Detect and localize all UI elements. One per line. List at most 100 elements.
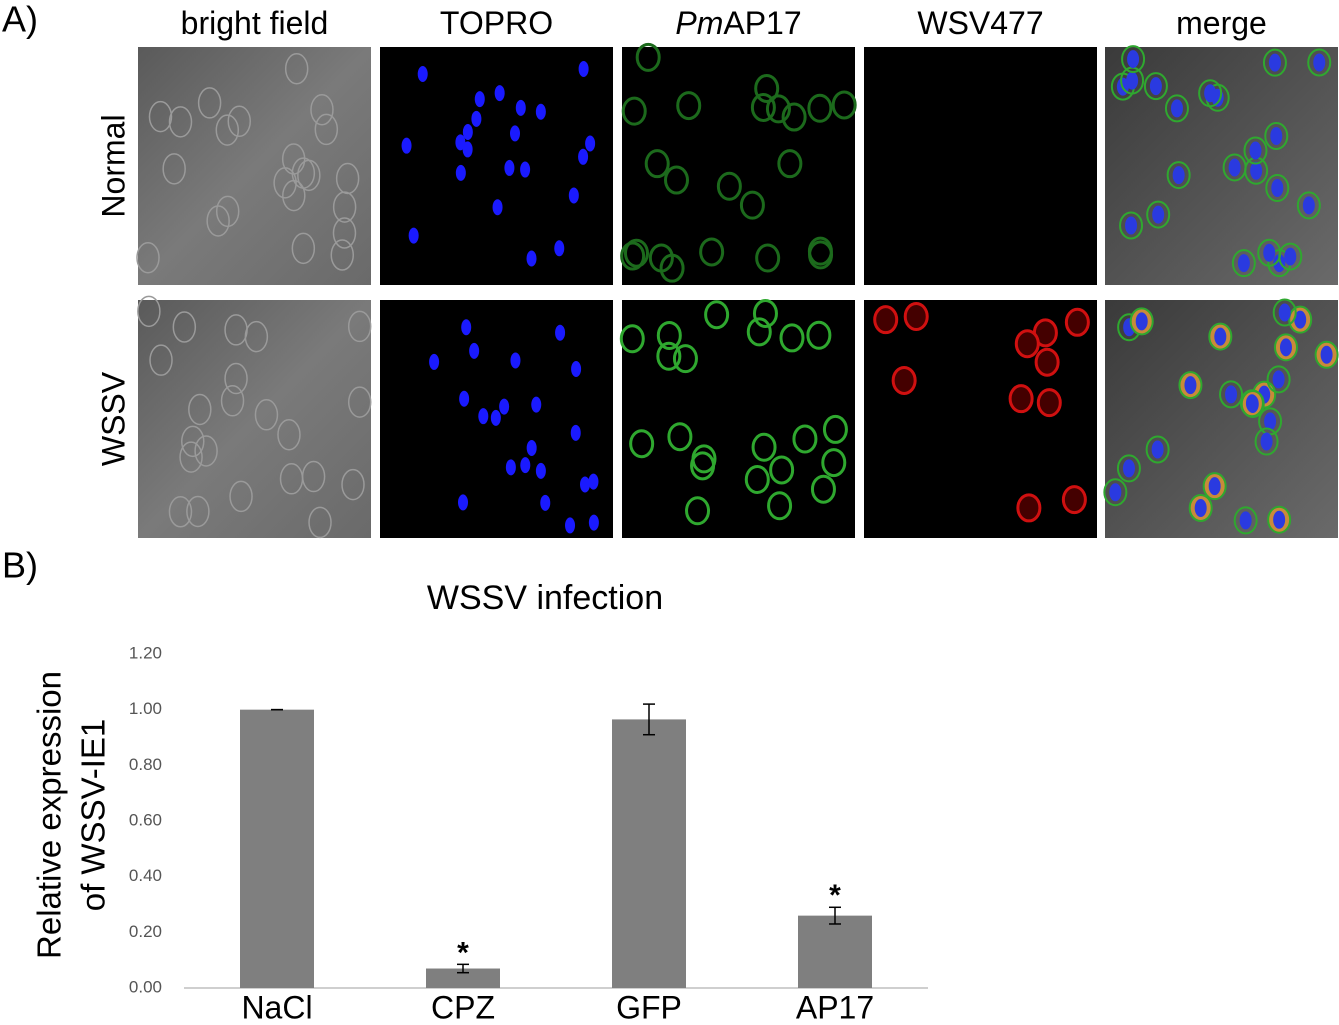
cell — [1296, 191, 1321, 220]
cell — [781, 102, 807, 132]
cell — [751, 432, 777, 462]
nucleus — [510, 352, 521, 369]
cell — [1103, 478, 1128, 507]
cell — [1119, 211, 1144, 240]
nucleus — [1152, 205, 1165, 224]
y-tick-label: 0.40 — [129, 866, 162, 885]
significance-mark: * — [457, 936, 469, 969]
nucleus — [401, 137, 412, 154]
bar — [240, 709, 314, 988]
nucleus — [1126, 71, 1139, 90]
cell — [739, 190, 765, 220]
nucleus — [1184, 376, 1197, 395]
cell — [806, 320, 832, 350]
nucleus — [1260, 432, 1273, 451]
nucleus — [580, 476, 591, 493]
cell — [769, 455, 795, 485]
nucleus — [1194, 498, 1207, 517]
nucleus — [568, 187, 579, 204]
cell — [635, 42, 661, 72]
cell — [619, 324, 645, 354]
nucleus — [462, 124, 473, 141]
nucleus — [1214, 327, 1227, 346]
cell — [148, 100, 173, 133]
nucleus — [570, 424, 581, 441]
cell — [1231, 249, 1256, 278]
cell — [903, 301, 929, 331]
cell — [254, 399, 279, 431]
nucleus — [1294, 310, 1307, 329]
cell — [273, 167, 297, 199]
cell — [1166, 161, 1191, 190]
nucleus — [531, 396, 542, 413]
nucleus — [504, 159, 515, 176]
micrograph — [138, 47, 371, 285]
x-tick-label: AP17 — [796, 989, 874, 1025]
nucleus — [526, 250, 537, 267]
nucleus — [1170, 99, 1183, 118]
nucleus — [455, 164, 466, 181]
cell — [831, 90, 857, 120]
nucleus — [505, 459, 516, 476]
x-tick-label: CPZ — [431, 989, 495, 1025]
cell — [667, 422, 693, 452]
cell — [1265, 174, 1290, 203]
nucleus — [490, 409, 501, 426]
panel-label: A) — [2, 0, 38, 40]
cell — [716, 171, 742, 201]
micrograph — [864, 47, 1097, 285]
nucleus — [1270, 127, 1283, 146]
cell — [347, 310, 372, 343]
cell — [808, 240, 834, 270]
cell — [656, 341, 682, 371]
cell — [310, 94, 334, 126]
cell — [215, 195, 240, 228]
cell — [277, 418, 301, 451]
header-part: bright field — [181, 5, 329, 41]
cell — [291, 232, 316, 265]
cell — [821, 448, 847, 478]
cell — [1016, 493, 1042, 523]
nucleus — [510, 125, 521, 142]
nucleus — [499, 398, 510, 415]
nucleus — [578, 148, 589, 165]
cell — [690, 451, 716, 481]
cell — [341, 468, 365, 501]
cell — [750, 92, 776, 122]
nucleus — [458, 494, 469, 511]
y-tick-label: 0.00 — [129, 977, 162, 996]
cell — [1254, 427, 1279, 456]
nucleus — [461, 319, 472, 336]
nucleus — [1109, 483, 1122, 502]
cell — [1121, 45, 1146, 74]
cell — [188, 393, 212, 426]
cell — [744, 464, 770, 494]
cell — [1198, 79, 1223, 108]
nucleus — [1228, 158, 1241, 177]
nucleus — [429, 353, 440, 370]
row-label: WSSV — [95, 371, 131, 466]
cell — [1262, 48, 1287, 77]
nucleus — [1273, 254, 1286, 273]
nucleus — [1279, 338, 1292, 357]
cell — [136, 241, 160, 274]
cell — [1008, 384, 1034, 414]
nucleus — [1237, 254, 1250, 273]
nucleus — [478, 408, 489, 425]
cell — [172, 311, 197, 343]
cell — [1145, 435, 1170, 464]
cell — [220, 385, 245, 417]
cell — [229, 480, 253, 513]
cell — [779, 323, 805, 353]
nucleus — [1249, 141, 1262, 160]
nucleus — [555, 324, 566, 341]
cell — [752, 298, 778, 328]
row-label: Normal — [95, 114, 131, 217]
nucleus — [1135, 312, 1148, 331]
header-part: merge — [1176, 5, 1267, 41]
nucleus — [417, 65, 428, 82]
nucleus — [1272, 370, 1285, 389]
nucleus — [494, 85, 505, 102]
cell — [162, 153, 186, 185]
nucleus — [1122, 459, 1135, 478]
